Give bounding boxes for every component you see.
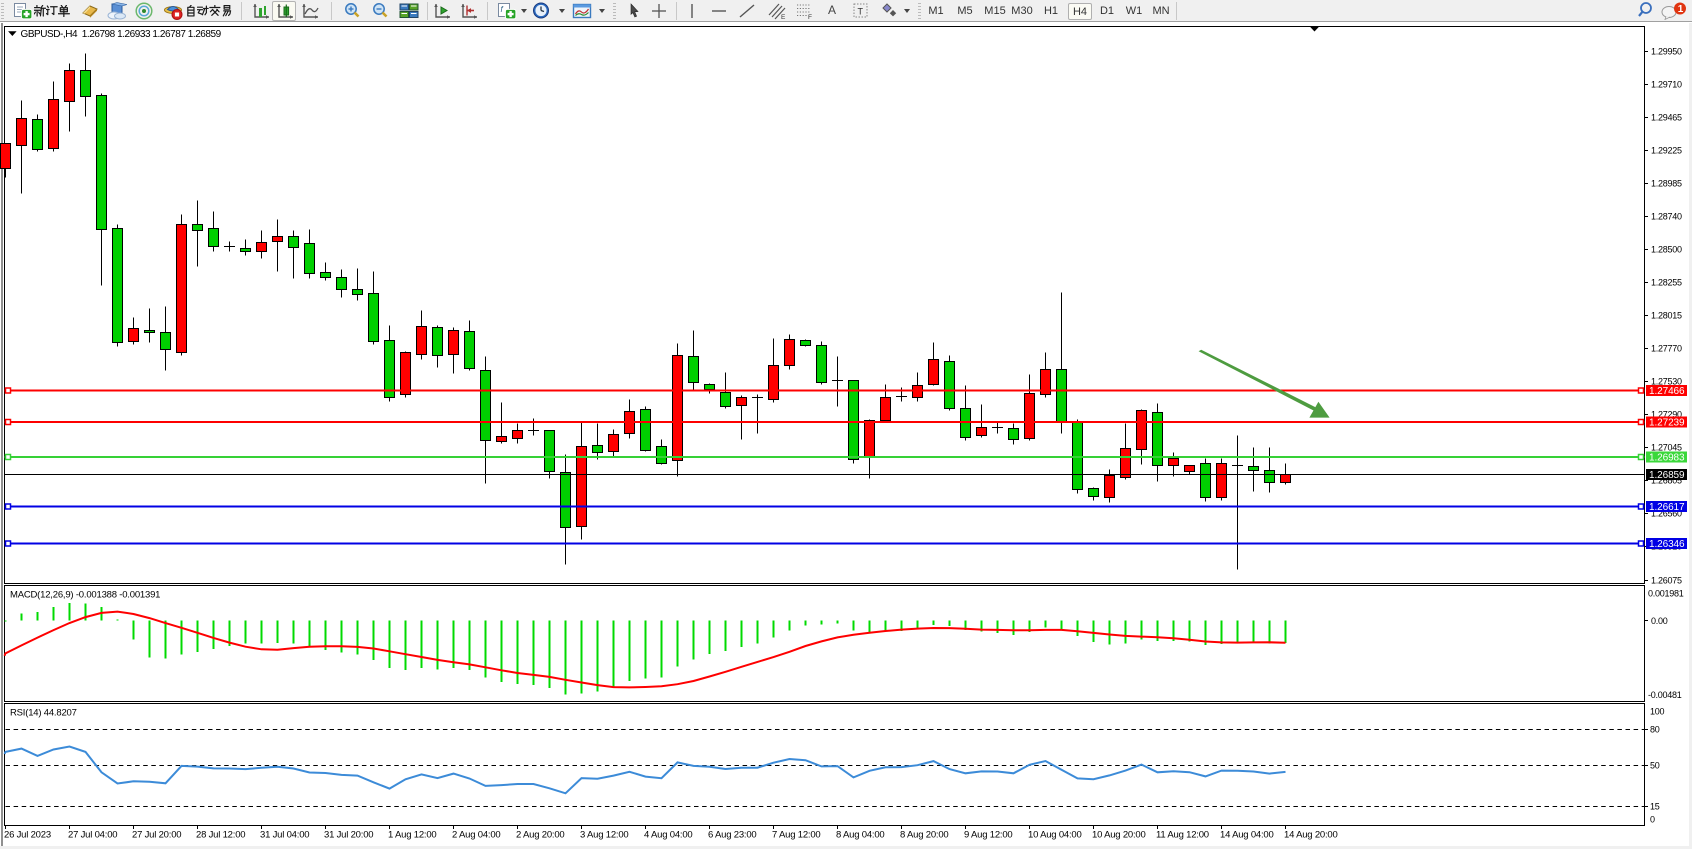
- svg-text:31 Jul 20:00: 31 Jul 20:00: [324, 830, 373, 841]
- svg-text:0.001981: 0.001981: [1648, 589, 1684, 599]
- svg-text:MACD(12,26,9) -0.001388 -0.001: MACD(12,26,9) -0.001388 -0.001391: [10, 590, 160, 601]
- svg-text:1.28985: 1.28985: [1651, 179, 1682, 189]
- svg-text:1.26983: 1.26983: [1649, 453, 1685, 464]
- svg-text:1.29950: 1.29950: [1651, 47, 1682, 57]
- svg-text:14 Aug 20:00: 14 Aug 20:00: [1284, 830, 1338, 841]
- svg-text:1.28740: 1.28740: [1651, 212, 1682, 222]
- svg-text:1.26859: 1.26859: [1649, 470, 1685, 481]
- svg-text:1.27045: 1.27045: [1651, 443, 1682, 453]
- svg-text:GBPUSD-,H4 1.26798 1.26933 1.: GBPUSD-,H4 1.26798 1.26933 1.26787 1.268…: [21, 29, 222, 40]
- svg-text:1.29465: 1.29465: [1651, 113, 1682, 123]
- svg-text:1.26346: 1.26346: [1649, 539, 1685, 550]
- svg-text:27 Jul 04:00: 27 Jul 04:00: [68, 830, 117, 841]
- svg-text:1.26075: 1.26075: [1651, 576, 1682, 586]
- svg-text:1.27530: 1.27530: [1651, 377, 1682, 387]
- svg-text:1.28500: 1.28500: [1651, 245, 1682, 255]
- svg-text:RSI(14) 44.8207: RSI(14) 44.8207: [10, 708, 77, 719]
- svg-text:50: 50: [1650, 761, 1660, 771]
- svg-text:28 Jul 12:00: 28 Jul 12:00: [196, 830, 245, 841]
- svg-text:1.27466: 1.27466: [1649, 386, 1685, 397]
- svg-text:26 Jul 2023: 26 Jul 2023: [4, 830, 51, 841]
- svg-text:9 Aug 12:00: 9 Aug 12:00: [964, 830, 1013, 841]
- svg-text:1: 1: [1678, 4, 1684, 15]
- svg-text:1.27239: 1.27239: [1649, 418, 1685, 429]
- svg-text:1.28015: 1.28015: [1651, 311, 1682, 321]
- svg-text:0.00: 0.00: [1651, 616, 1668, 626]
- svg-text:1.26560: 1.26560: [1651, 509, 1682, 519]
- svg-text:1.29225: 1.29225: [1651, 146, 1682, 156]
- svg-text:E: E: [781, 14, 786, 20]
- svg-text:7 Aug 12:00: 7 Aug 12:00: [772, 830, 821, 841]
- svg-text:15: 15: [1650, 802, 1660, 812]
- svg-text:14 Aug 04:00: 14 Aug 04:00: [1220, 830, 1274, 841]
- svg-text:31 Jul 04:00: 31 Jul 04:00: [260, 830, 309, 841]
- svg-text:4 Aug 04:00: 4 Aug 04:00: [644, 830, 693, 841]
- svg-text:1.28255: 1.28255: [1651, 278, 1682, 288]
- svg-text:0: 0: [1650, 815, 1655, 825]
- svg-text:1.26805: 1.26805: [1651, 476, 1682, 486]
- svg-text:11 Aug 12:00: 11 Aug 12:00: [1156, 830, 1209, 841]
- svg-text:27 Jul 20:00: 27 Jul 20:00: [132, 830, 181, 841]
- svg-text:8 Aug 04:00: 8 Aug 04:00: [836, 830, 885, 841]
- svg-text:F: F: [808, 14, 812, 20]
- svg-text:f: f: [501, 5, 504, 14]
- svg-text:1.29710: 1.29710: [1651, 80, 1682, 90]
- svg-text:1 Aug 12:00: 1 Aug 12:00: [388, 830, 437, 841]
- svg-text:8 Aug 20:00: 8 Aug 20:00: [900, 830, 949, 841]
- svg-text:T: T: [858, 7, 864, 17]
- svg-text:1.27290: 1.27290: [1651, 410, 1682, 420]
- svg-text:6 Aug 23:00: 6 Aug 23:00: [708, 830, 757, 841]
- svg-text:1.26617: 1.26617: [1649, 502, 1685, 513]
- svg-text:3 Aug 12:00: 3 Aug 12:00: [580, 830, 629, 841]
- svg-text:2 Aug 04:00: 2 Aug 04:00: [452, 830, 501, 841]
- svg-text:100: 100: [1650, 707, 1665, 717]
- svg-text:10 Aug 20:00: 10 Aug 20:00: [1092, 830, 1146, 841]
- svg-text:-0.00481: -0.00481: [1648, 690, 1682, 700]
- svg-text:2 Aug 20:00: 2 Aug 20:00: [516, 830, 565, 841]
- svg-text:1.27770: 1.27770: [1651, 344, 1682, 354]
- svg-text:10 Aug 04:00: 10 Aug 04:00: [1028, 830, 1082, 841]
- svg-text:80: 80: [1650, 725, 1660, 735]
